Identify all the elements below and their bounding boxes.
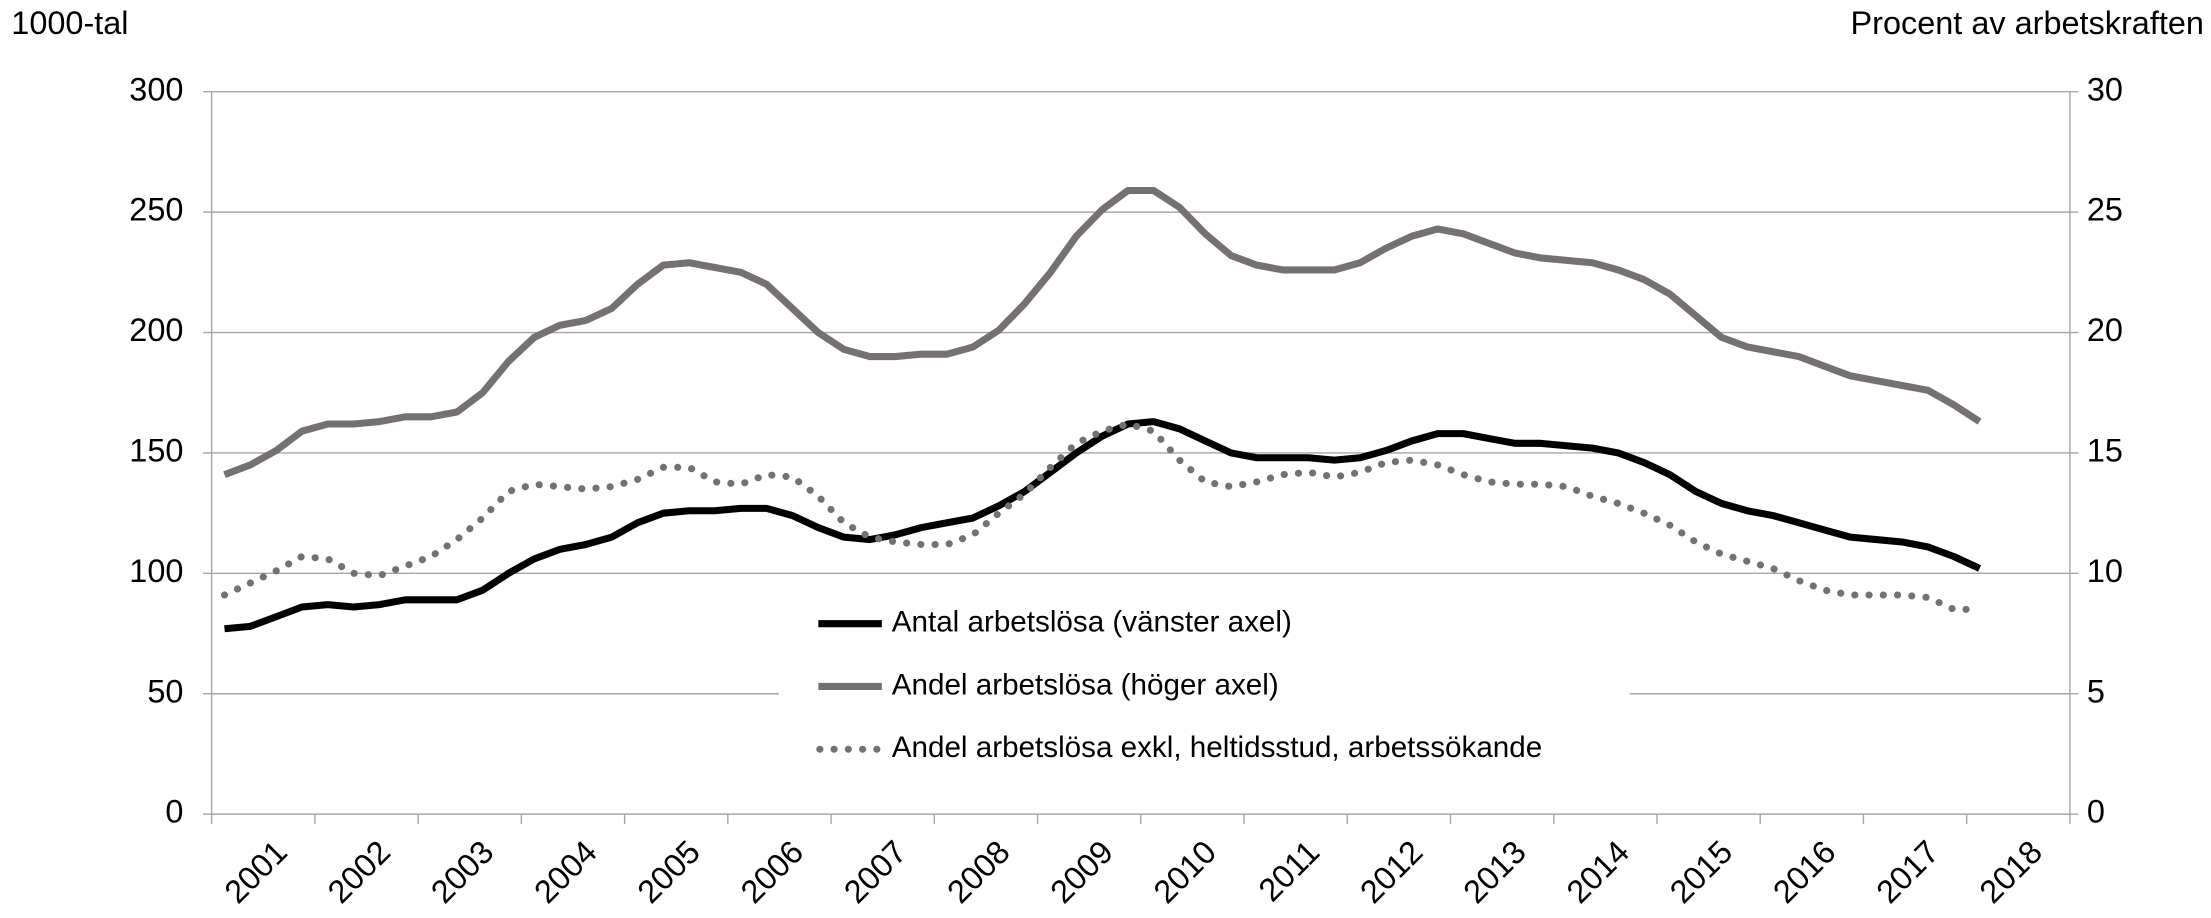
series-line: [223, 186, 1982, 478]
x-tick-label: 2003: [424, 834, 500, 910]
x-tick-label: 2006: [734, 834, 810, 910]
x-tick-label: 2014: [1560, 834, 1636, 910]
y2-tick-label: 30: [2087, 71, 2123, 107]
series-line: [220, 420, 1984, 613]
x-tick-label: 2015: [1663, 834, 1739, 910]
y-axis-title: 1000-tal: [11, 5, 128, 41]
y-tick-label: 50: [147, 673, 183, 709]
y2-tick-label: 20: [2087, 312, 2123, 348]
legend-box: [778, 592, 1630, 784]
y-tick-label: 200: [129, 312, 183, 348]
y2-tick-label: 5: [2087, 673, 2105, 709]
x-tick-label: 2001: [218, 834, 294, 910]
y2-tick-label: 0: [2087, 794, 2105, 830]
y-tick-label: 250: [129, 192, 183, 228]
x-tick-label: 2005: [630, 834, 706, 910]
x-tick-label: 2008: [940, 834, 1016, 910]
x-tick-label: 2017: [1869, 834, 1945, 910]
x-tick-label: 2012: [1353, 834, 1429, 910]
x-tick-label: 2010: [1147, 834, 1223, 910]
series-line: [224, 418, 1982, 633]
x-tick-label: 2007: [837, 834, 913, 910]
legend-label: Andel arbetslösa exkl, heltidsstud, arbe…: [892, 731, 1543, 764]
y2-tick-label: 10: [2087, 553, 2123, 589]
y-tick-label: 100: [129, 553, 183, 589]
x-tick-label: 2016: [1766, 834, 1842, 910]
x-tick-label: 2009: [1043, 834, 1119, 910]
y-tick-label: 0: [165, 794, 183, 830]
y-tick-label: 300: [129, 71, 183, 107]
x-tick-label: 2002: [321, 834, 397, 910]
y2-tick-label: 15: [2087, 433, 2123, 469]
y-tick-label: 150: [129, 433, 183, 469]
legend-label: Antal arbetslösa (vänster axel): [892, 605, 1292, 638]
legend-label: Andel arbetslösa (höger axel): [892, 668, 1279, 701]
x-tick-label: 2013: [1456, 834, 1532, 910]
x-tick-label: 2018: [1973, 834, 2049, 910]
y2-axis-title: Procent av arbetskraften: [1851, 5, 2204, 41]
y2-tick-label: 25: [2087, 192, 2123, 228]
x-tick-label: 2011: [1252, 834, 1327, 909]
x-tick-label: 2004: [527, 834, 603, 910]
